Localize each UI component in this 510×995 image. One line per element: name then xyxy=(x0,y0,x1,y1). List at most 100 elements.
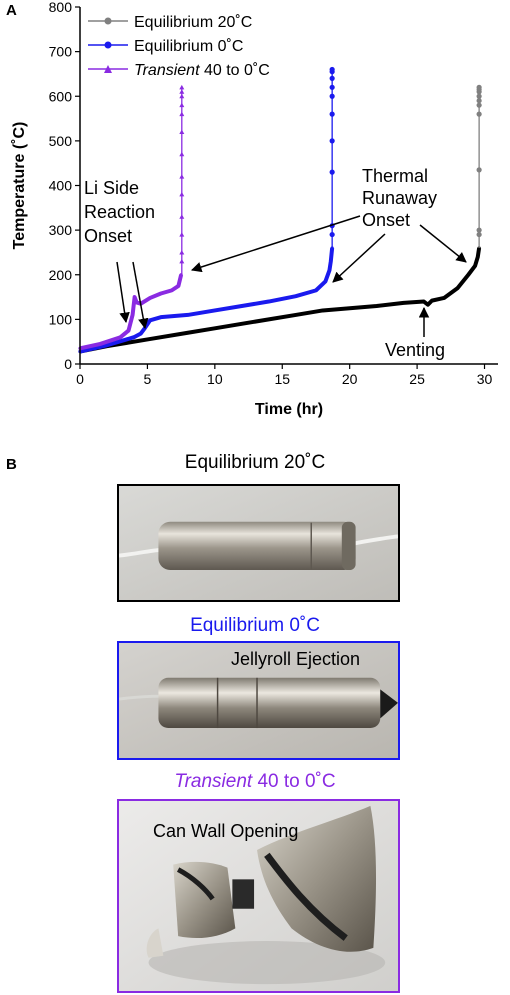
series-2-spike-marker xyxy=(179,102,185,108)
series-1-point xyxy=(327,268,332,272)
series-0-point xyxy=(186,331,190,335)
series-0-point xyxy=(145,337,150,342)
series-2-spike-marker xyxy=(179,89,185,94)
legend-label-rest: 40 to 0˚C xyxy=(200,62,270,79)
series-0-spike-marker xyxy=(476,111,482,117)
series-2-point xyxy=(170,288,174,292)
series-2-spike-marker xyxy=(179,249,185,255)
annotation-text: Li Side xyxy=(84,178,139,198)
series-2-spike-marker xyxy=(179,174,185,179)
x-tick-label: 0 xyxy=(76,371,84,387)
series-1-point xyxy=(314,288,318,292)
series-2-spike-marker xyxy=(179,84,185,90)
y-tick-label: 800 xyxy=(49,0,73,15)
x-tick-label: 5 xyxy=(144,371,152,387)
y-tick-label: 700 xyxy=(49,44,73,60)
series-2-spike-marker xyxy=(179,214,185,219)
series-0-spike-marker xyxy=(476,93,482,99)
series-0-point xyxy=(426,303,430,307)
series-0-point xyxy=(213,326,217,330)
photo-caption-can-wall-opening: Can Wall Opening xyxy=(153,821,299,841)
chart-legend: Equilibrium 20˚C Equilibrium 0˚C Transient… xyxy=(88,14,270,79)
series-1-spike-marker xyxy=(329,66,335,73)
series-0-point xyxy=(455,286,460,290)
series-2-point xyxy=(135,300,139,305)
photo-title-italic-text: Transient xyxy=(174,771,253,792)
chart-annotations: Li SideReactionOnsetThermalRunawayOnsetV… xyxy=(84,166,467,360)
cell-photo-image xyxy=(119,486,398,600)
temperature-time-chart: 0 5 10 15 20 25 300100200300400500600700800Tim… xyxy=(11,0,498,418)
series-2-spike-marker xyxy=(179,151,185,157)
photo-title-text: Equilibrium 0˚C xyxy=(190,615,320,636)
x-tick-label: 30 xyxy=(477,371,493,387)
series-1-spike-marker xyxy=(329,75,335,81)
series-2-point xyxy=(126,328,131,333)
annotation-text: Thermal xyxy=(362,166,428,186)
series-2-spike-marker xyxy=(179,111,185,117)
photo-cell-transient: Can Wall Opening xyxy=(117,799,400,993)
series-1-point xyxy=(132,335,136,339)
panel-label-a: A xyxy=(6,2,17,19)
series-1-spike-marker xyxy=(329,138,335,144)
annotation-arrow xyxy=(132,261,149,330)
photo-title-equilibrium-0: Equilibrium 0˚C xyxy=(0,615,510,637)
series-2-point xyxy=(159,291,163,296)
series-1-point xyxy=(148,318,152,322)
x-tick-label: 20 xyxy=(342,371,358,387)
annotation-arrow xyxy=(419,224,467,263)
series-2-point xyxy=(118,335,123,339)
legend-label-italic: Transient xyxy=(134,62,200,79)
series-1-point xyxy=(329,259,333,263)
series-2-point xyxy=(98,342,102,346)
y-tick-label: 100 xyxy=(49,311,73,327)
series-0-point xyxy=(442,296,446,300)
series-0-point xyxy=(294,313,298,317)
series-0-point xyxy=(466,273,470,277)
annotation-arrow xyxy=(116,261,130,324)
series-2-spike-marker xyxy=(179,129,185,134)
series-2-point xyxy=(133,295,137,299)
series-0-point xyxy=(321,308,325,313)
series-1-spike-marker xyxy=(329,84,335,90)
series-1-point xyxy=(267,299,271,304)
series-2-spike-marker xyxy=(179,258,185,264)
series-0-point xyxy=(402,301,406,305)
series-2-point xyxy=(148,296,152,300)
annotation-text: Runaway xyxy=(362,188,437,208)
y-tick-label: 200 xyxy=(49,267,73,283)
legend-marker xyxy=(104,65,112,73)
x-tick-label: 15 xyxy=(274,371,290,387)
panel-label-b: B xyxy=(6,456,17,473)
photo-title-text: Equilibrium 20˚C xyxy=(184,452,326,473)
legend-label: Equilibrium 0˚C xyxy=(134,38,243,55)
y-tick-label: 500 xyxy=(49,133,73,149)
series-1-point xyxy=(139,332,143,336)
y-axis-label: Temperature (˚C) xyxy=(11,122,28,250)
series-0-point xyxy=(422,299,426,304)
series-2-point xyxy=(176,284,181,288)
series-0-spike-marker xyxy=(476,98,482,104)
series-2-spike-marker xyxy=(179,191,185,197)
x-tick-label: 25 xyxy=(409,371,425,387)
series-0-spike-marker xyxy=(476,227,482,233)
annotation-arrow xyxy=(332,233,386,283)
series-0-spike-marker xyxy=(476,231,482,238)
series-1-spike-marker xyxy=(329,169,335,175)
series-0-spike-marker xyxy=(476,102,482,108)
photo-cell-equilibrium-0: Jellyroll Ejection xyxy=(117,641,400,760)
annotation-text: Venting xyxy=(385,340,445,360)
annotation-arrow xyxy=(191,215,361,273)
series-1-point xyxy=(294,294,298,298)
series-1-spike-marker xyxy=(329,111,335,117)
series-0-point xyxy=(430,299,434,303)
y-tick-label: 400 xyxy=(49,178,73,194)
legend-marker xyxy=(104,17,112,25)
series-0-point xyxy=(473,264,477,268)
annotation-text: Onset xyxy=(362,210,410,230)
series-0-point xyxy=(348,306,352,310)
series-0-point xyxy=(476,255,480,259)
legend-marker xyxy=(104,41,112,49)
series-1-point xyxy=(323,279,328,284)
photo-title-transient: Transient 40 to 0˚C xyxy=(0,771,510,793)
series-2-spike-marker xyxy=(179,232,185,237)
